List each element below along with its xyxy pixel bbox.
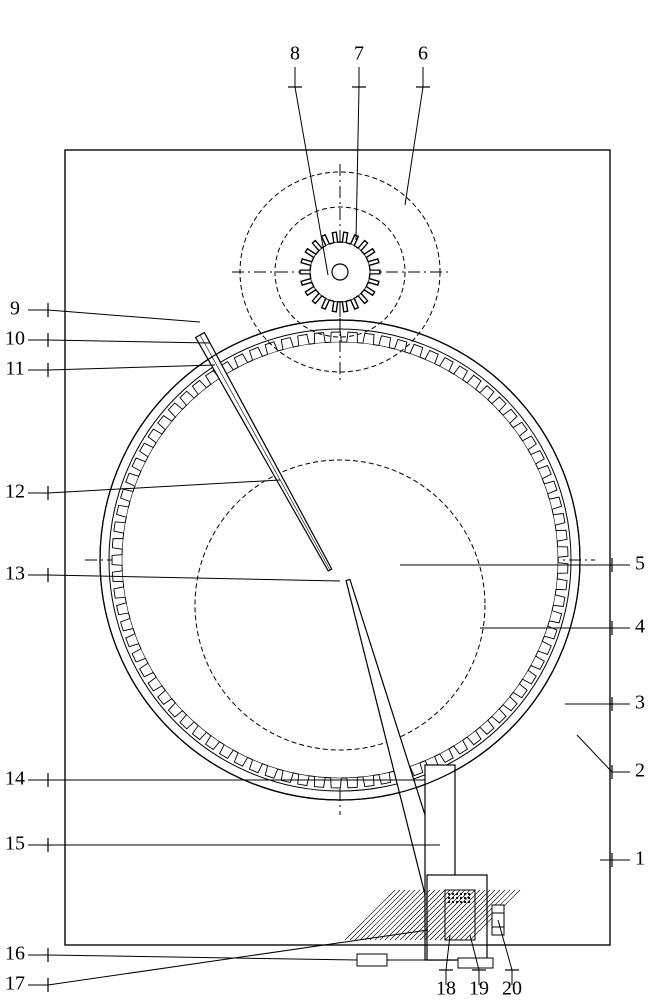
svg-text:9: 9	[10, 298, 20, 320]
svg-text:19: 19	[469, 978, 489, 1000]
svg-text:7: 7	[354, 43, 364, 65]
svg-text:5: 5	[635, 553, 645, 575]
svg-text:16: 16	[5, 943, 25, 965]
svg-text:8: 8	[290, 43, 300, 65]
svg-text:18: 18	[436, 978, 456, 1000]
svg-text:13: 13	[5, 563, 25, 585]
svg-text:14: 14	[5, 768, 25, 790]
svg-text:1: 1	[635, 848, 645, 870]
svg-text:11: 11	[5, 358, 24, 380]
svg-text:20: 20	[502, 978, 522, 1000]
svg-text:12: 12	[5, 481, 25, 503]
svg-text:4: 4	[635, 616, 645, 638]
svg-text:6: 6	[418, 43, 428, 65]
svg-text:17: 17	[5, 973, 25, 995]
svg-text:2: 2	[635, 760, 645, 782]
svg-text:15: 15	[5, 833, 25, 855]
svg-text:3: 3	[635, 692, 645, 714]
svg-text:10: 10	[5, 328, 25, 350]
